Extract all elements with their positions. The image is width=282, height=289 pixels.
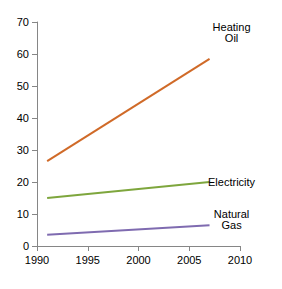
svg-text:40: 40	[17, 112, 29, 124]
svg-text:Natural: Natural	[213, 207, 250, 220]
svg-text:20: 20	[17, 176, 29, 188]
svg-text:2010: 2010	[228, 254, 252, 266]
svg-text:30: 30	[17, 144, 29, 156]
svg-text:10: 10	[17, 208, 29, 220]
svg-text:Oil: Oil	[225, 32, 238, 44]
svg-text:Gas: Gas	[221, 219, 242, 231]
svg-text:2005: 2005	[177, 254, 201, 266]
svg-text:0: 0	[23, 240, 29, 252]
svg-text:1990: 1990	[25, 254, 49, 266]
svg-text:Heating: Heating	[212, 21, 251, 34]
svg-text:70: 70	[17, 16, 29, 28]
svg-text:50: 50	[17, 80, 29, 92]
svg-text:60: 60	[17, 48, 29, 60]
svg-text:Electricity: Electricity	[208, 176, 256, 188]
svg-text:2000: 2000	[126, 254, 150, 266]
svg-text:1995: 1995	[76, 254, 100, 266]
